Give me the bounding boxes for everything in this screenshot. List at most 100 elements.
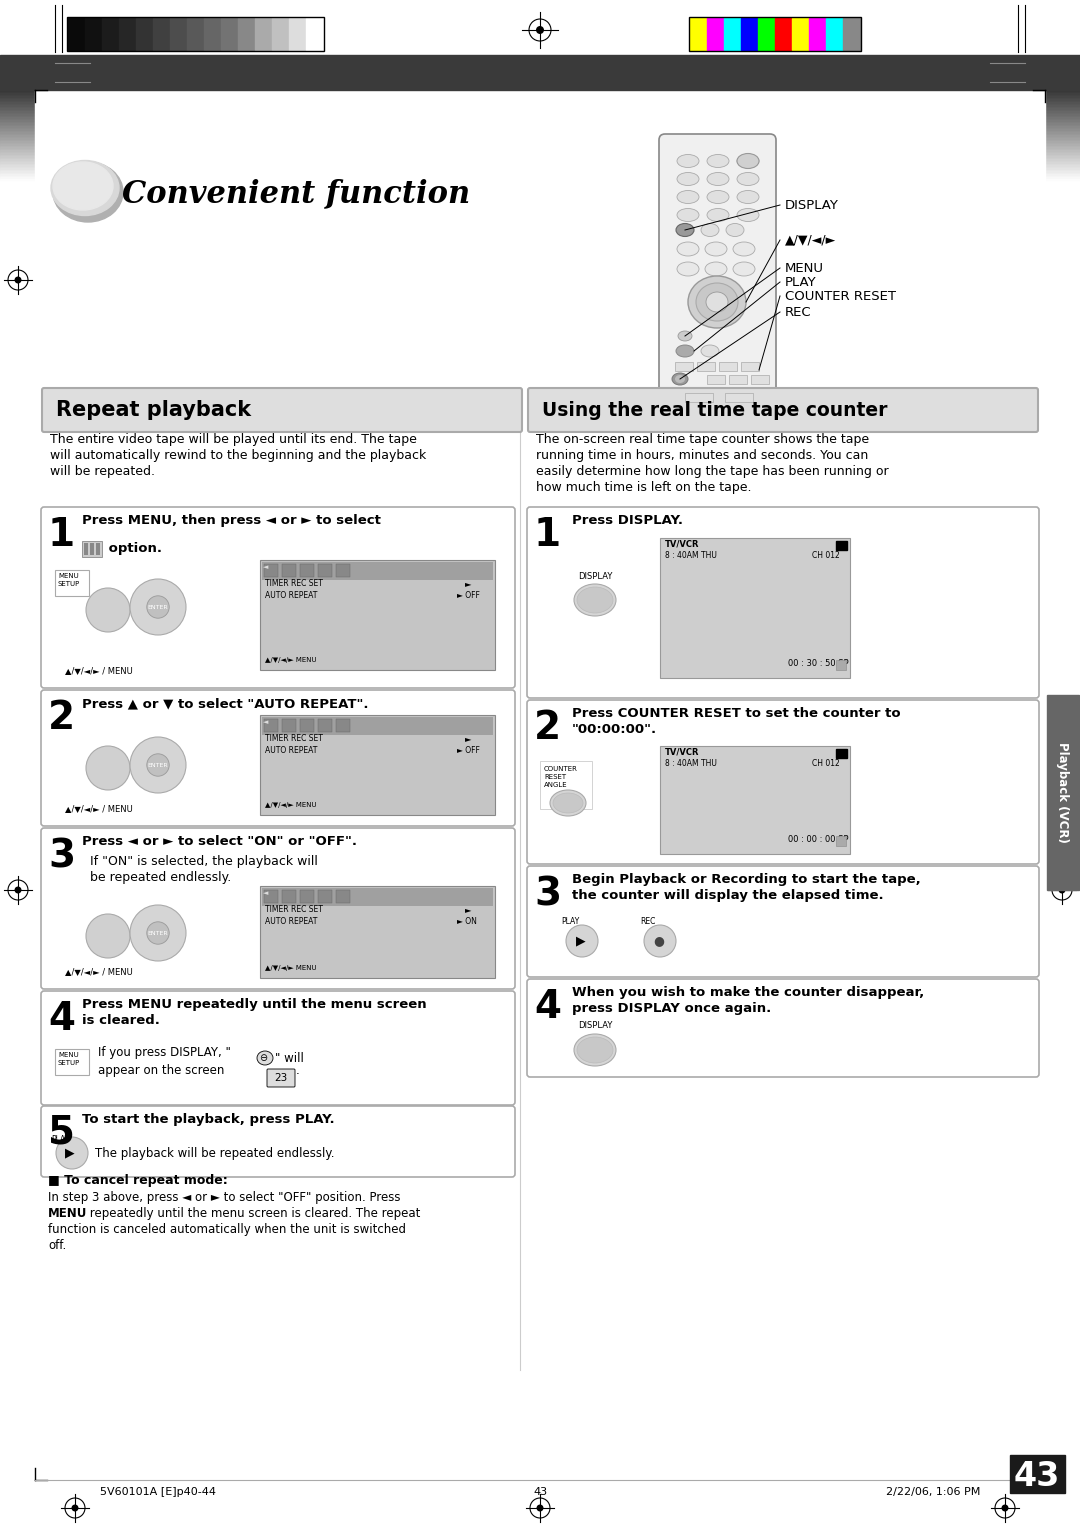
Bar (775, 18, 792, 50)
Bar (170, 18, 187, 50)
Ellipse shape (577, 1038, 613, 1063)
Bar (690, 18, 707, 50)
Bar (724, 18, 741, 50)
Text: Press MENU, then press ◄ or ► to select: Press MENU, then press ◄ or ► to select (82, 513, 381, 527)
Ellipse shape (257, 1051, 273, 1065)
Bar (262, 562, 492, 581)
Text: ◄: ◄ (264, 889, 268, 895)
FancyBboxPatch shape (527, 979, 1039, 1077)
Bar (0, 0, 1080, 55)
Text: is cleared.: is cleared. (82, 1015, 160, 1027)
Text: running time in hours, minutes and seconds. You can: running time in hours, minutes and secon… (536, 449, 868, 461)
Text: option.: option. (104, 541, 162, 555)
Bar (540, 761, 592, 808)
Ellipse shape (676, 345, 694, 358)
Text: "00:00:00".: "00:00:00". (572, 723, 657, 736)
Bar (300, 889, 314, 903)
Ellipse shape (577, 587, 613, 613)
Ellipse shape (707, 154, 729, 168)
Text: PLAY: PLAY (785, 275, 816, 289)
Text: RESET: RESET (544, 775, 566, 779)
Text: Begin Playback or Recording to start the tape,: Begin Playback or Recording to start the… (572, 872, 921, 886)
Ellipse shape (707, 208, 729, 222)
Ellipse shape (86, 588, 130, 633)
Bar (719, 362, 737, 371)
Text: MENU: MENU (58, 573, 79, 579)
Ellipse shape (536, 26, 544, 34)
Text: press DISPLAY once again.: press DISPLAY once again. (572, 1002, 771, 1015)
Text: 5: 5 (48, 1114, 75, 1152)
Text: easily determine how long the tape has been running or: easily determine how long the tape has b… (536, 465, 889, 478)
Text: ⊖: ⊖ (259, 1053, 267, 1063)
Ellipse shape (573, 584, 616, 616)
Ellipse shape (147, 596, 170, 619)
FancyBboxPatch shape (41, 691, 515, 827)
Ellipse shape (737, 153, 759, 168)
Text: ▲/▼/◄/► MENU: ▲/▼/◄/► MENU (265, 657, 316, 663)
Text: appear on the screen: appear on the screen (98, 1063, 225, 1077)
Ellipse shape (672, 373, 688, 385)
Bar (82, 541, 102, 558)
Ellipse shape (130, 579, 186, 636)
Text: TV/VCR: TV/VCR (665, 747, 700, 756)
Text: 1: 1 (48, 516, 76, 555)
Ellipse shape (678, 332, 692, 341)
Text: DISPLAY: DISPLAY (578, 1022, 612, 1030)
Ellipse shape (130, 905, 186, 961)
Ellipse shape (644, 924, 676, 957)
Bar (826, 18, 843, 50)
Ellipse shape (688, 277, 746, 329)
Bar (751, 374, 769, 384)
Text: Press ◄ or ► to select "ON" or "OFF".: Press ◄ or ► to select "ON" or "OFF". (82, 834, 357, 848)
Ellipse shape (56, 1137, 87, 1169)
Bar (260, 715, 495, 814)
Text: function is canceled automatically when the unit is switched: function is canceled automatically when … (48, 1222, 406, 1236)
Text: ■ To cancel repeat mode:: ■ To cancel repeat mode: (48, 1174, 228, 1187)
Text: If you press DISPLAY, ": If you press DISPLAY, " (98, 1047, 231, 1059)
Ellipse shape (147, 921, 170, 944)
Bar (336, 720, 350, 732)
Text: SETUP: SETUP (58, 581, 80, 587)
Ellipse shape (86, 914, 130, 958)
Text: " will: " will (275, 1051, 303, 1065)
FancyBboxPatch shape (659, 134, 777, 396)
Bar (272, 18, 289, 50)
FancyBboxPatch shape (41, 992, 515, 1105)
Ellipse shape (71, 1505, 79, 1511)
Text: ◄: ◄ (264, 564, 268, 570)
Text: ANGLE: ANGLE (544, 782, 568, 788)
Ellipse shape (550, 790, 586, 816)
Bar (238, 18, 255, 50)
Ellipse shape (86, 746, 130, 790)
Ellipse shape (14, 886, 22, 894)
Bar (707, 18, 724, 50)
Bar (0, 55, 1080, 90)
Text: ENTER: ENTER (148, 762, 168, 767)
Ellipse shape (14, 277, 22, 284)
Ellipse shape (733, 241, 755, 257)
Bar (102, 18, 119, 50)
Bar (153, 18, 170, 50)
Text: Press MENU repeatedly until the menu screen: Press MENU repeatedly until the menu scr… (82, 998, 427, 1012)
Text: off.: off. (48, 1239, 66, 1251)
FancyBboxPatch shape (41, 1106, 515, 1177)
Bar (725, 393, 753, 402)
Text: MENU: MENU (58, 1051, 79, 1057)
Bar (67, 17, 324, 50)
Ellipse shape (1001, 1505, 1009, 1511)
Bar (264, 720, 278, 732)
Bar (264, 889, 278, 903)
Ellipse shape (573, 1034, 616, 1067)
Text: PLAY: PLAY (51, 1135, 69, 1144)
Ellipse shape (701, 345, 719, 358)
Ellipse shape (677, 261, 699, 277)
Text: ►: ► (465, 905, 472, 914)
Text: TV/VCR: TV/VCR (665, 539, 700, 549)
Text: 43: 43 (532, 1487, 548, 1497)
Text: MENU: MENU (48, 1207, 87, 1219)
Text: ▲/▼/◄/►: ▲/▼/◄/► (785, 234, 836, 246)
Bar (300, 720, 314, 732)
Bar (84, 542, 87, 555)
Bar (289, 18, 306, 50)
Text: 00 : 00 : 00 SP: 00 : 00 : 00 SP (788, 834, 849, 843)
